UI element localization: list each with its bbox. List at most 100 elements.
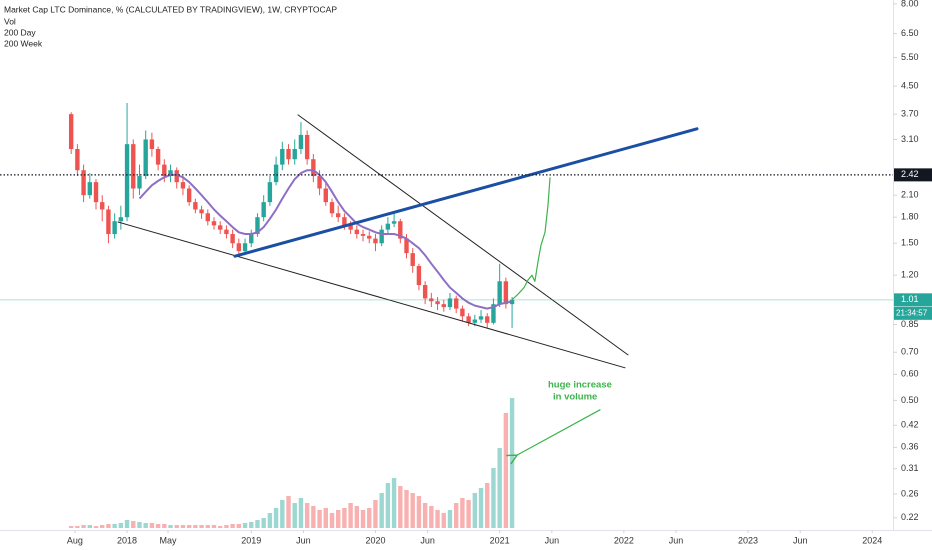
volume-bar (435, 510, 440, 528)
volume-bar (410, 493, 415, 528)
candle-body (497, 281, 502, 305)
candle-body (174, 170, 179, 183)
candle-body (286, 148, 291, 160)
candle-body (137, 176, 142, 189)
volume-bar (143, 523, 148, 528)
candle-body (348, 225, 353, 230)
candle-body (317, 176, 322, 189)
y-tick-label: 0.85 (901, 319, 919, 329)
y-tick-label: 0.26 (901, 488, 919, 498)
candle-body (342, 217, 347, 226)
candle-body (205, 213, 210, 222)
candle-body (404, 238, 409, 254)
x-tick-label: 2020 (365, 535, 385, 545)
candle-body (162, 164, 167, 177)
volume-bar (329, 513, 335, 528)
volume-bar (485, 483, 490, 528)
candle-body (373, 238, 378, 244)
candle-body (298, 134, 304, 149)
volume-bar (124, 520, 130, 528)
candle-body (460, 308, 465, 317)
volume-bar (416, 496, 422, 528)
volume-bar (137, 522, 142, 528)
candle-body (211, 221, 217, 226)
candle-body (491, 304, 496, 323)
candle-body (218, 225, 223, 230)
y-tick-label: 3.10 (901, 134, 919, 144)
volume-bar (298, 498, 304, 528)
candle-body (367, 235, 372, 239)
candle-body (100, 202, 105, 210)
candle-body (106, 209, 111, 235)
arrow (517, 409, 601, 455)
volume-bar (218, 526, 223, 528)
candle-body (304, 134, 310, 160)
candle-body (435, 301, 440, 305)
candle-body (447, 298, 453, 308)
candle-body (311, 159, 316, 177)
volume-bar (441, 513, 446, 528)
candle-body (112, 221, 117, 235)
volume-bar (131, 521, 136, 528)
x-tick-label: 2022 (614, 535, 634, 545)
candle-body (230, 234, 235, 244)
legend-item: 200 Week (4, 38, 43, 48)
volume-bar (199, 525, 204, 528)
volume-bar (304, 503, 310, 528)
volume-bar (87, 525, 92, 528)
trend-line (511, 177, 551, 301)
candle-body (242, 243, 248, 252)
candle-body (261, 202, 266, 218)
price-label: 1.01 (901, 294, 919, 304)
volume-bar (509, 398, 515, 528)
candle-body (385, 223, 391, 230)
x-tick-label: 2019 (241, 535, 261, 545)
volume-bar (186, 525, 192, 528)
volume-bar (100, 525, 105, 528)
legend-item: 200 Day (4, 27, 36, 37)
volume-bar (205, 525, 210, 528)
y-tick-label: 0.36 (901, 442, 919, 452)
y-tick-label: 4.50 (901, 81, 919, 91)
price-badge (894, 293, 932, 307)
candle-body (292, 148, 297, 160)
x-tick-label: Jun (420, 535, 435, 545)
volume-bar (404, 490, 409, 528)
countdown: 21:34:57 (896, 308, 928, 317)
trend-line (117, 221, 626, 369)
volume-bar (311, 506, 316, 528)
volume-bar (193, 525, 198, 528)
candle-body (186, 188, 192, 203)
candle-body (360, 234, 366, 236)
x-tick-label: May (160, 535, 178, 545)
volume-bar (422, 503, 428, 528)
x-tick-label: Jun (669, 535, 684, 545)
candle-body (391, 221, 397, 224)
candle-body (124, 144, 130, 218)
volume-bar (211, 525, 217, 528)
candle-body (180, 182, 186, 189)
candle-body (143, 139, 148, 177)
volume-bar (68, 526, 74, 528)
legend-item: Vol (4, 16, 16, 26)
volume-bar (466, 500, 471, 528)
candle-body (93, 182, 99, 203)
y-tick-label: 0.22 (901, 512, 919, 522)
volume-bar (323, 508, 328, 528)
candle-body (280, 148, 285, 165)
candle-body (236, 243, 242, 252)
volume-bar (261, 518, 266, 528)
price-label: 2.42 (901, 169, 919, 179)
volume-bar (286, 496, 291, 528)
y-tick-label: 0.31 (901, 463, 919, 473)
volume-bar (385, 483, 391, 528)
volume-bar (249, 522, 254, 528)
volume-bar (273, 508, 279, 528)
countdown-badge (894, 306, 932, 320)
candle-body (478, 316, 484, 320)
volume-bar (360, 510, 366, 528)
y-tick-label: 0.70 (901, 347, 919, 357)
candle-body (224, 229, 229, 235)
candle-body (168, 170, 173, 177)
volume-bar (503, 413, 509, 528)
